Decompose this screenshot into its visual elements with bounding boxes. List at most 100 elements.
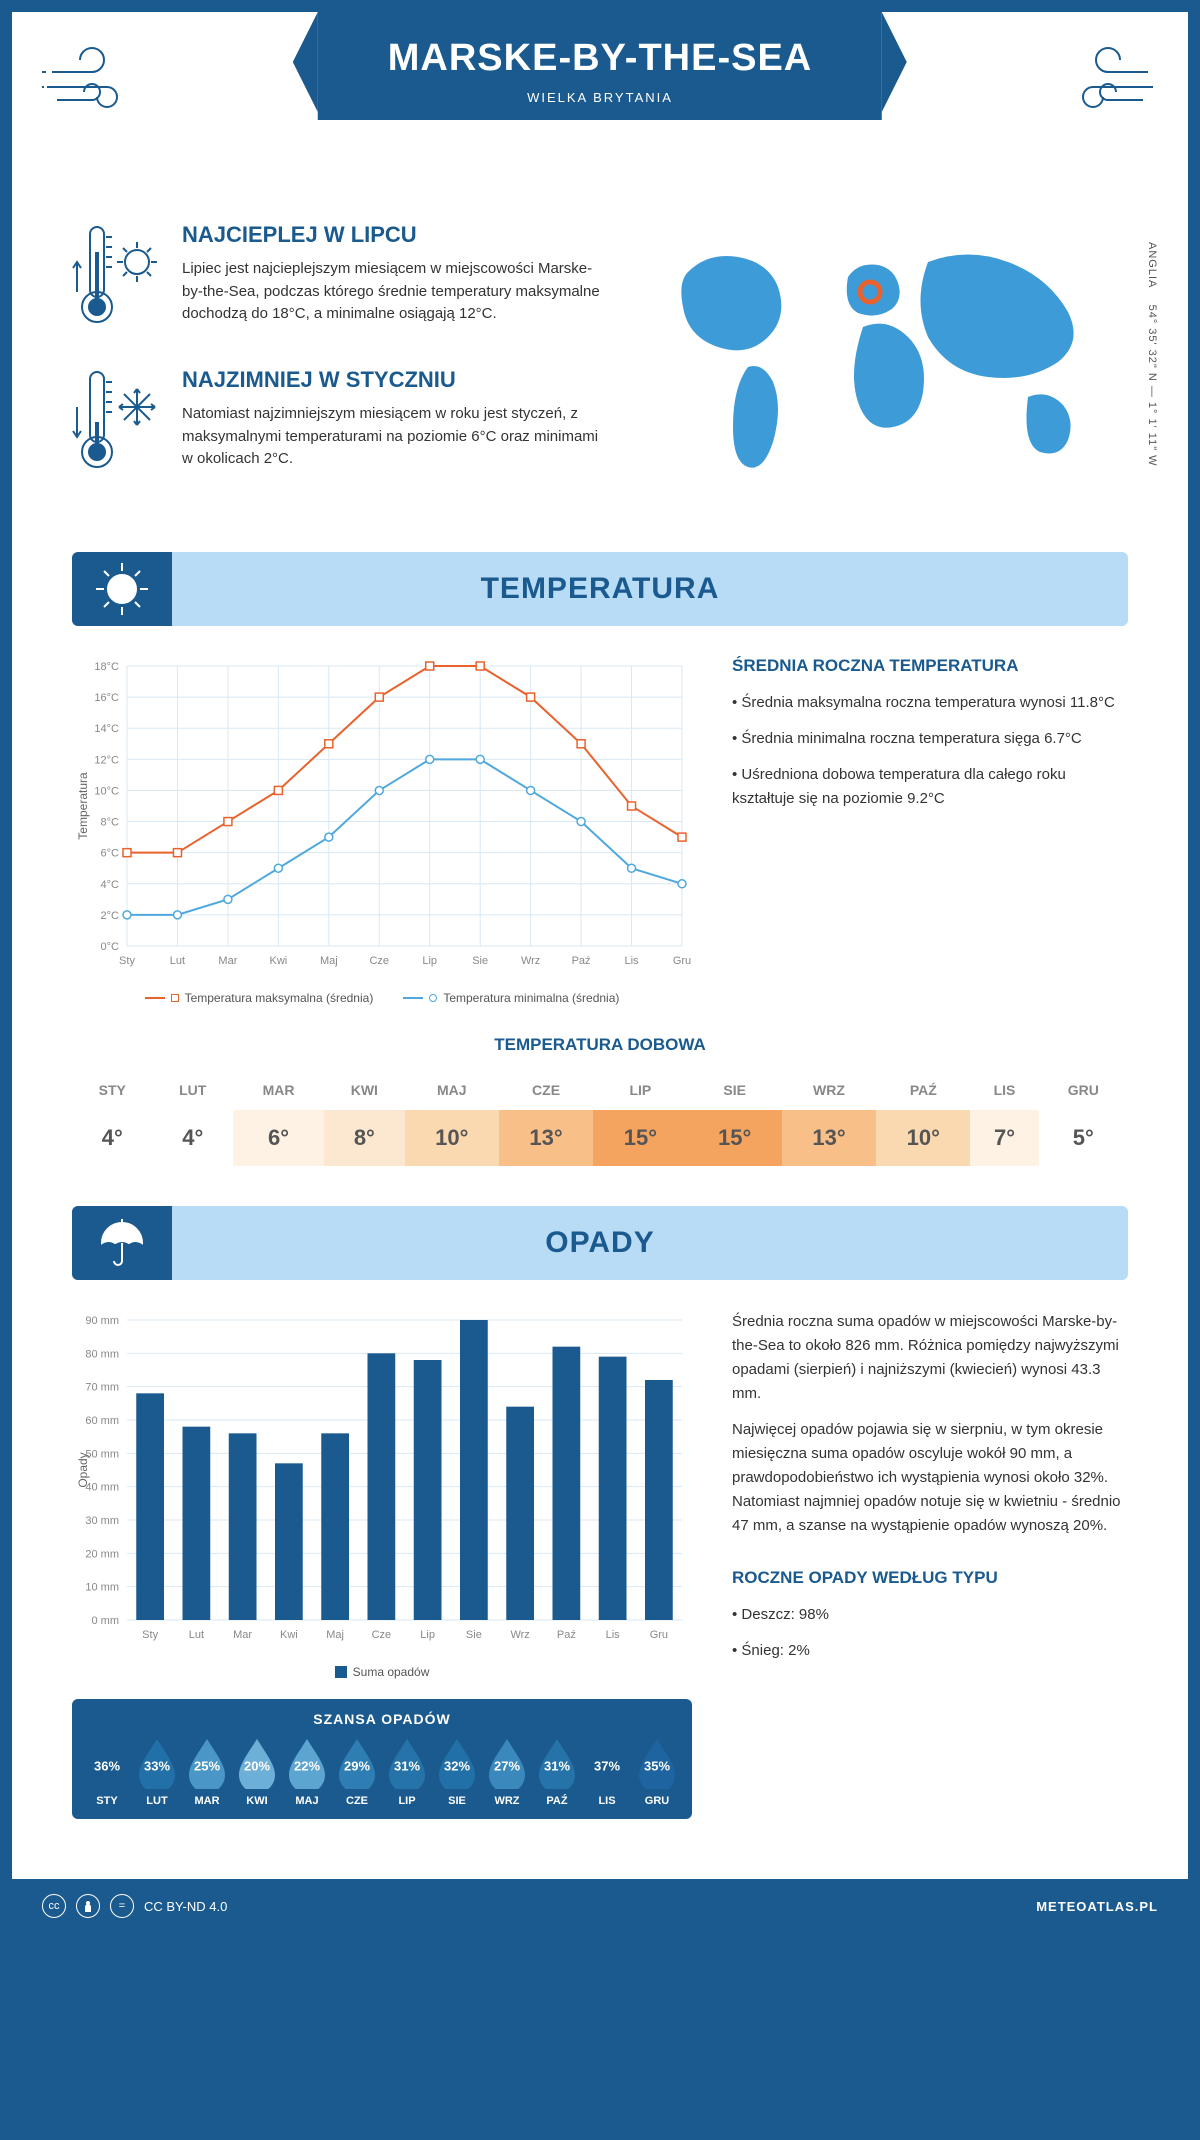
month-header: LUT xyxy=(153,1070,233,1110)
svg-text:0°C: 0°C xyxy=(101,941,120,953)
rain-drop-cell: 32% SIE xyxy=(434,1737,480,1807)
svg-text:50 mm: 50 mm xyxy=(85,1448,119,1460)
month-header: MAR xyxy=(233,1070,324,1110)
svg-text:70 mm: 70 mm xyxy=(85,1382,119,1394)
svg-text:18°C: 18°C xyxy=(94,661,119,673)
month-header: CZE xyxy=(499,1070,593,1110)
svg-text:Lis: Lis xyxy=(625,955,640,967)
daily-temp-cell: 4° xyxy=(72,1110,153,1166)
month-header: LIS xyxy=(970,1070,1038,1110)
precipitation-section-header: OPADY xyxy=(72,1206,1128,1280)
daily-temp-cell: 13° xyxy=(499,1110,593,1166)
month-header: KWI xyxy=(324,1070,404,1110)
daily-temp-cell: 13° xyxy=(782,1110,876,1166)
footer: cc = CC BY-ND 4.0 METEOATLAS.PL xyxy=(12,1879,1188,1933)
month-header: GRU xyxy=(1039,1070,1129,1110)
svg-text:Opady: Opady xyxy=(76,1452,90,1487)
precip-type-bullet: • Śnieg: 2% xyxy=(732,1639,1128,1663)
rain-drop-cell: 29% CZE xyxy=(334,1737,380,1807)
svg-text:Kwi: Kwi xyxy=(269,955,287,967)
svg-text:Kwi: Kwi xyxy=(280,1629,298,1641)
svg-text:Lip: Lip xyxy=(422,955,437,967)
svg-text:Maj: Maj xyxy=(326,1629,344,1641)
rain-drop-cell: 37% LIS xyxy=(584,1737,630,1807)
precipitation-title: OPADY xyxy=(92,1226,1108,1260)
svg-text:Sty: Sty xyxy=(142,1629,158,1641)
brand: METEOATLAS.PL xyxy=(1036,1899,1158,1914)
warmest-heading: NAJCIEPLEJ W LIPCU xyxy=(182,222,608,248)
svg-text:4°C: 4°C xyxy=(101,879,120,891)
wind-icon xyxy=(42,42,162,127)
svg-text:14°C: 14°C xyxy=(94,723,119,735)
svg-text:40 mm: 40 mm xyxy=(85,1482,119,1494)
precip-type-bullet: • Deszcz: 98% xyxy=(732,1603,1128,1627)
svg-text:Lis: Lis xyxy=(606,1629,621,1641)
wind-icon xyxy=(1038,42,1158,127)
avg-temp-title: ŚREDNIA ROCZNA TEMPERATURA xyxy=(732,656,1128,676)
svg-text:Lut: Lut xyxy=(189,1629,204,1641)
svg-text:Mar: Mar xyxy=(233,1629,252,1641)
temperature-section-header: TEMPERATURA xyxy=(72,552,1128,626)
svg-text:90 mm: 90 mm xyxy=(85,1315,119,1327)
title-banner: MARSKE-BY-THE-SEA WIELKA BRYTANIA xyxy=(318,12,882,120)
rain-drop-cell: 36% STY xyxy=(84,1737,130,1807)
map-svg xyxy=(648,222,1128,482)
license-text: CC BY-ND 4.0 xyxy=(144,1899,227,1914)
temperature-title: TEMPERATURA xyxy=(92,572,1108,606)
daily-temp-cell: 15° xyxy=(593,1110,687,1166)
header: MARSKE-BY-THE-SEA WIELKA BRYTANIA xyxy=(12,12,1188,192)
svg-text:Paź: Paź xyxy=(557,1629,576,1641)
month-header: SIE xyxy=(688,1070,782,1110)
avg-temp-bullet: • Średnia minimalna roczna temperatura s… xyxy=(732,727,1128,751)
svg-text:8°C: 8°C xyxy=(101,817,120,829)
svg-text:20 mm: 20 mm xyxy=(85,1548,119,1560)
rain-drop-cell: 33% LUT xyxy=(134,1737,180,1807)
coordinates: ANGLIA 54° 35' 32" N — 1° 1' 11" W xyxy=(1146,242,1158,467)
page-title: MARSKE-BY-THE-SEA xyxy=(388,37,812,80)
svg-text:Maj: Maj xyxy=(320,955,338,967)
svg-text:Cze: Cze xyxy=(369,955,389,967)
temp-legend: Temperatura maksymalna (średnia) Tempera… xyxy=(72,991,692,1005)
svg-text:10°C: 10°C xyxy=(94,785,119,797)
svg-text:Wrz: Wrz xyxy=(521,955,540,967)
svg-text:30 mm: 30 mm xyxy=(85,1515,119,1527)
sun-icon xyxy=(72,552,172,626)
rain-chance-title: SZANSA OPADÓW xyxy=(84,1711,680,1727)
svg-text:Sie: Sie xyxy=(472,955,488,967)
svg-text:2°C: 2°C xyxy=(101,910,120,922)
daily-temp-cell: 4° xyxy=(153,1110,233,1166)
precip-para: Średnia roczna suma opadów w miejscowośc… xyxy=(732,1310,1128,1406)
daily-temp-title: TEMPERATURA DOBOWA xyxy=(72,1035,1128,1055)
daily-temp-table: STYLUTMARKWIMAJCZELIPSIEWRZPAŹLISGRU 4°4… xyxy=(72,1070,1128,1166)
svg-text:12°C: 12°C xyxy=(94,754,119,766)
rain-chance-panel: SZANSA OPADÓW 36% STY 33% LUT 25% MAR xyxy=(72,1699,692,1819)
svg-text:80 mm: 80 mm xyxy=(85,1348,119,1360)
precipitation-bar-chart: 0 mm10 mm20 mm30 mm40 mm50 mm60 mm70 mm8… xyxy=(72,1310,692,1650)
month-header: WRZ xyxy=(782,1070,876,1110)
rain-drop-cell: 31% LIP xyxy=(384,1737,430,1807)
rain-drop-cell: 22% MAJ xyxy=(284,1737,330,1807)
warmest-block: NAJCIEPLEJ W LIPCU Lipiec jest najcieple… xyxy=(72,222,608,337)
svg-text:10 mm: 10 mm xyxy=(85,1582,119,1594)
daily-temp-cell: 6° xyxy=(233,1110,324,1166)
svg-text:Gru: Gru xyxy=(650,1629,668,1641)
daily-temp-cell: 8° xyxy=(324,1110,404,1166)
month-header: STY xyxy=(72,1070,153,1110)
nd-icon: = xyxy=(110,1894,134,1918)
daily-temp-cell: 10° xyxy=(876,1110,970,1166)
precip-type-title: ROCZNE OPADY WEDŁUG TYPU xyxy=(732,1568,1128,1588)
svg-text:6°C: 6°C xyxy=(101,848,120,860)
warmest-body: Lipiec jest najcieplejszym miesiącem w m… xyxy=(182,258,608,326)
month-header: LIP xyxy=(593,1070,687,1110)
coldest-block: NAJZIMNIEJ W STYCZNIU Natomiast najzimni… xyxy=(72,367,608,482)
by-icon xyxy=(76,1894,100,1918)
rain-drop-cell: 27% WRZ xyxy=(484,1737,530,1807)
rain-drop-cell: 31% PAŹ xyxy=(534,1737,580,1807)
umbrella-icon xyxy=(72,1206,172,1280)
svg-text:60 mm: 60 mm xyxy=(85,1415,119,1427)
svg-text:Cze: Cze xyxy=(372,1629,392,1641)
daily-temp-cell: 5° xyxy=(1039,1110,1129,1166)
rain-drop-cell: 20% KWI xyxy=(234,1737,280,1807)
thermometer-cold-icon xyxy=(72,367,162,482)
svg-text:Wrz: Wrz xyxy=(510,1629,529,1641)
